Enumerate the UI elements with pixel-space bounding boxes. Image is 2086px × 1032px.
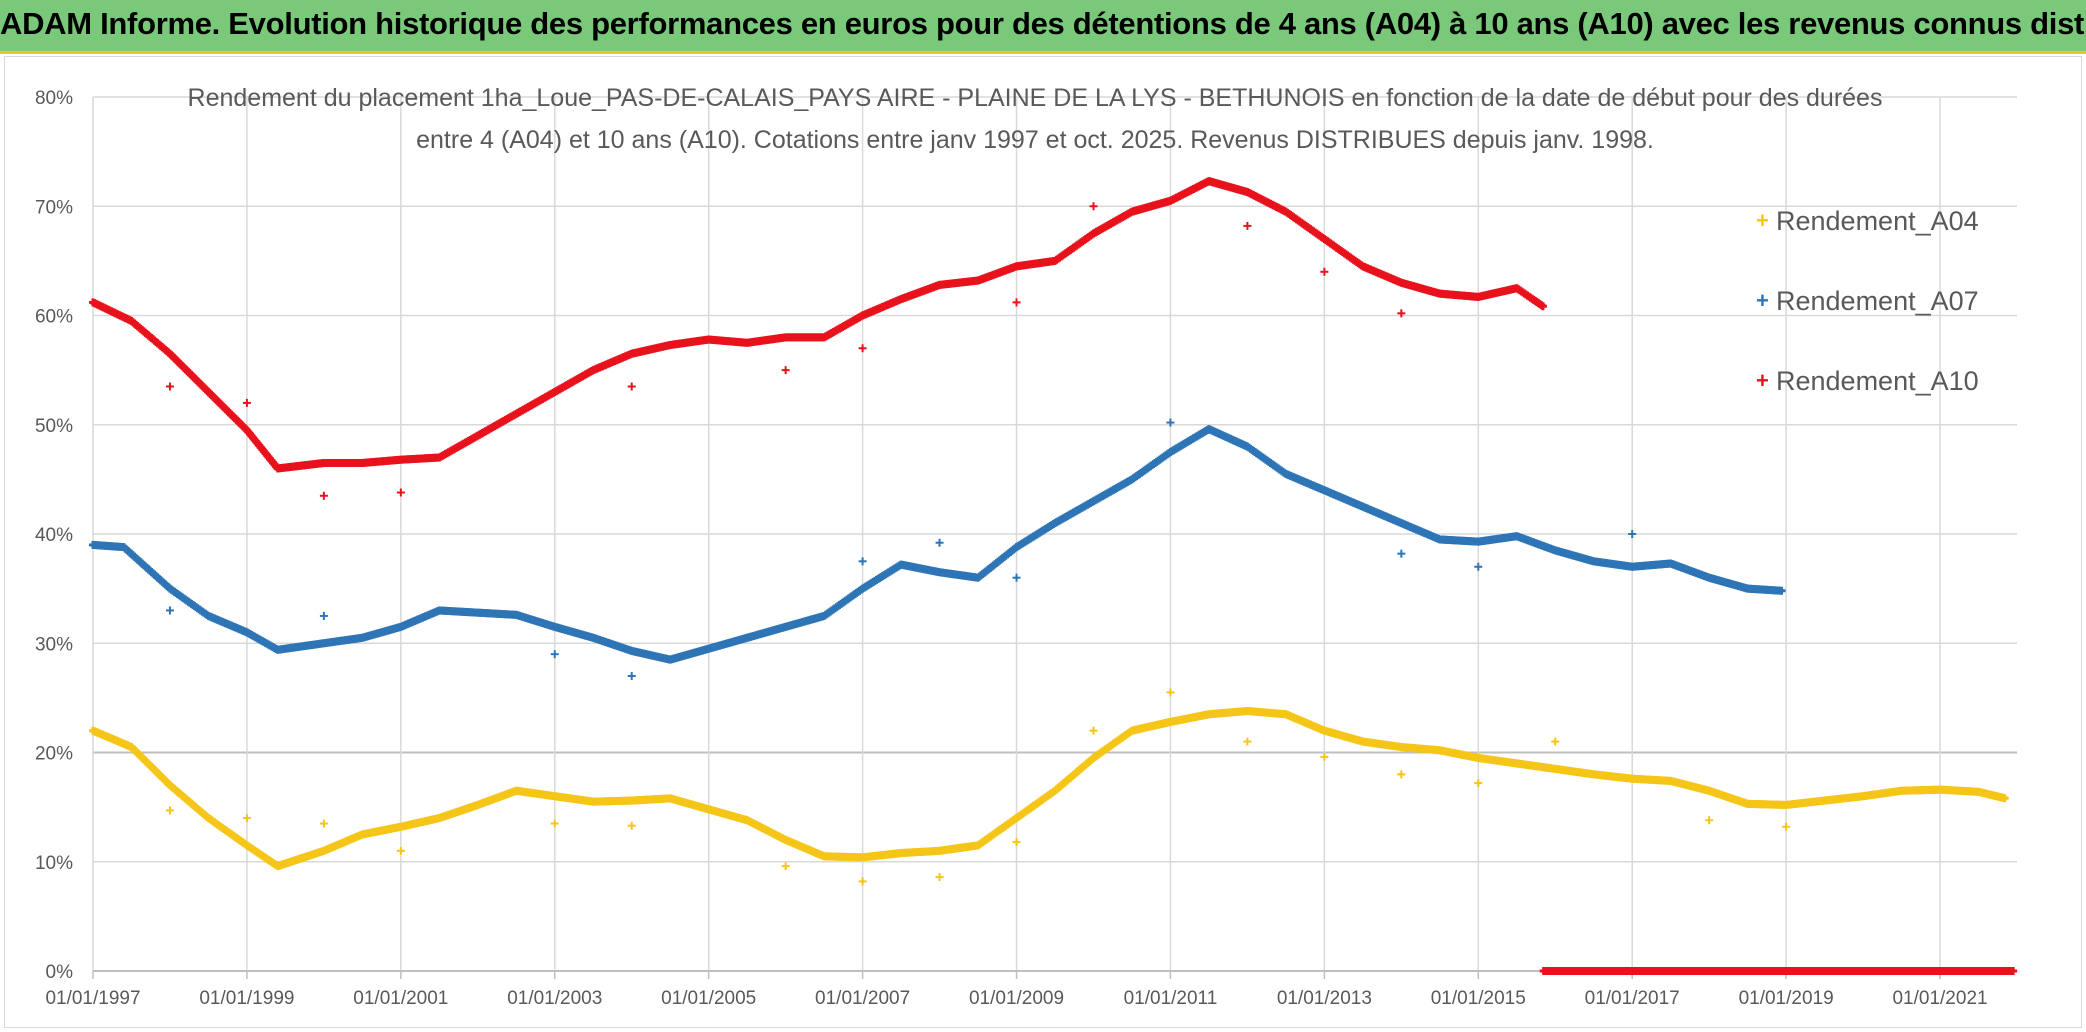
x-tick-label: 01/01/2001 <box>353 988 448 1009</box>
axis-layer: 0% 10% 20% 30% 40% 50% 60% 70% 80% 01/01/1997 01/0… <box>35 88 2017 1009</box>
chart-frame <box>4 56 2082 1028</box>
grid-layer <box>92 96 2017 972</box>
top-banner: ADAM Informe. Evolution historique des p… <box>0 0 2086 54</box>
series-a07 <box>89 418 1786 681</box>
x-tick-label: 01/01/2017 <box>1585 988 1680 1009</box>
y-tick-label: 70% <box>35 197 73 218</box>
x-tick-label: 01/01/2015 <box>1431 988 1526 1009</box>
x-tick-label: 01/01/2003 <box>507 988 602 1009</box>
x-tick-label: 01/01/2013 <box>1277 988 1372 1009</box>
series-a04 <box>89 688 2009 886</box>
x-tick-label: 01/01/2007 <box>815 988 910 1009</box>
series-layer <box>89 177 2018 975</box>
y-tick-label: 50% <box>35 416 73 437</box>
report-title: ADAM Informe. Evolution historique des p… <box>0 6 2086 41</box>
y-tick-label: 10% <box>35 853 73 874</box>
x-tick-label: 01/01/2009 <box>969 988 1064 1009</box>
x-tick-label: 01/01/1997 <box>45 988 140 1009</box>
series-a10 <box>89 177 2018 975</box>
x-tick-label: 01/01/1999 <box>199 988 294 1009</box>
y-tick-label: 60% <box>35 307 73 328</box>
y-tick-label: 30% <box>35 634 73 655</box>
y-tick-label: 40% <box>35 525 73 546</box>
x-tick-label: 01/01/2005 <box>661 988 756 1009</box>
y-tick-label: 20% <box>35 744 73 765</box>
x-tick-label: 01/01/2021 <box>1892 988 1987 1009</box>
y-tick-label: 80% <box>35 88 73 109</box>
x-tick-label: 01/01/2011 <box>1124 988 1218 1009</box>
x-tick-label: 01/01/2019 <box>1739 988 1834 1009</box>
y-tick-label: 0% <box>46 962 74 983</box>
